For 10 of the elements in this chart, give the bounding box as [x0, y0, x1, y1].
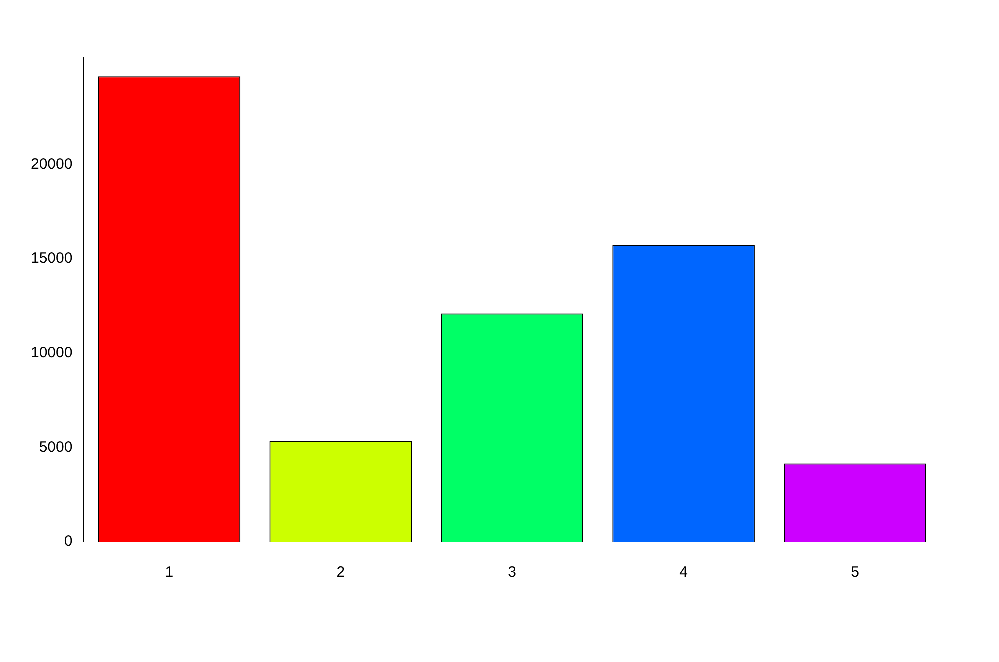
x-tick-label: 4 [680, 564, 688, 582]
x-tick-label: 5 [851, 564, 860, 582]
y-tick-label: 15000 [30, 250, 73, 268]
y-tick-label: 10000 [30, 344, 73, 362]
y-tick-label: 20000 [30, 156, 73, 173]
x-tick-label: 2 [336, 564, 346, 582]
x-tick-label: 1 [165, 564, 174, 582]
y-tick-label: 0 [64, 533, 73, 550]
y-tick-label: 5000 [39, 438, 73, 456]
x-tick-label: 3 [508, 564, 517, 582]
